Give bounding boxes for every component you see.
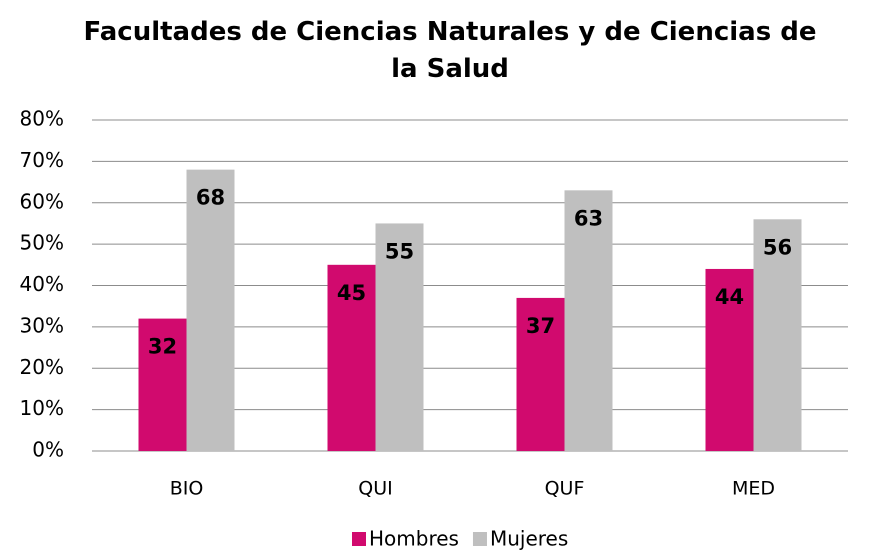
bar (753, 219, 802, 451)
x-tick-label: QUI (358, 478, 392, 500)
y-tick-label: 50% (20, 231, 64, 255)
data-label: 37 (526, 314, 555, 338)
bar (138, 318, 187, 451)
legend-swatch (352, 532, 366, 546)
x-tick-label: QUF (545, 478, 585, 500)
data-label: 32 (148, 335, 177, 359)
data-label: 63 (574, 206, 603, 230)
y-tick-label: 70% (20, 148, 64, 172)
y-tick-label: 30% (20, 313, 64, 337)
bar (327, 264, 376, 451)
y-tick-label: 80% (20, 107, 64, 131)
x-tick-label: BIO (170, 478, 204, 500)
bar (186, 169, 235, 451)
bar (375, 223, 424, 451)
bar (705, 268, 754, 451)
data-label: 45 (337, 281, 366, 305)
data-label: 55 (385, 239, 414, 263)
legend-label: Hombres (369, 527, 459, 551)
data-label: 56 (763, 235, 792, 259)
x-tick-label: MED (732, 478, 775, 500)
legend-swatch (472, 532, 487, 546)
chart-title: Facultades de Ciencias Naturales y de Ci… (83, 17, 817, 84)
data-label: 68 (196, 186, 225, 210)
bar (516, 297, 565, 451)
y-tick-label: 0% (32, 438, 64, 462)
y-tick-label: 60% (20, 189, 64, 213)
legend-label: Mujeres (490, 527, 568, 551)
y-tick-label: 10% (20, 396, 64, 420)
y-tick-label: 20% (20, 355, 64, 379)
y-tick-label: 40% (20, 272, 64, 296)
data-label: 44 (715, 285, 744, 309)
bar (564, 190, 613, 451)
